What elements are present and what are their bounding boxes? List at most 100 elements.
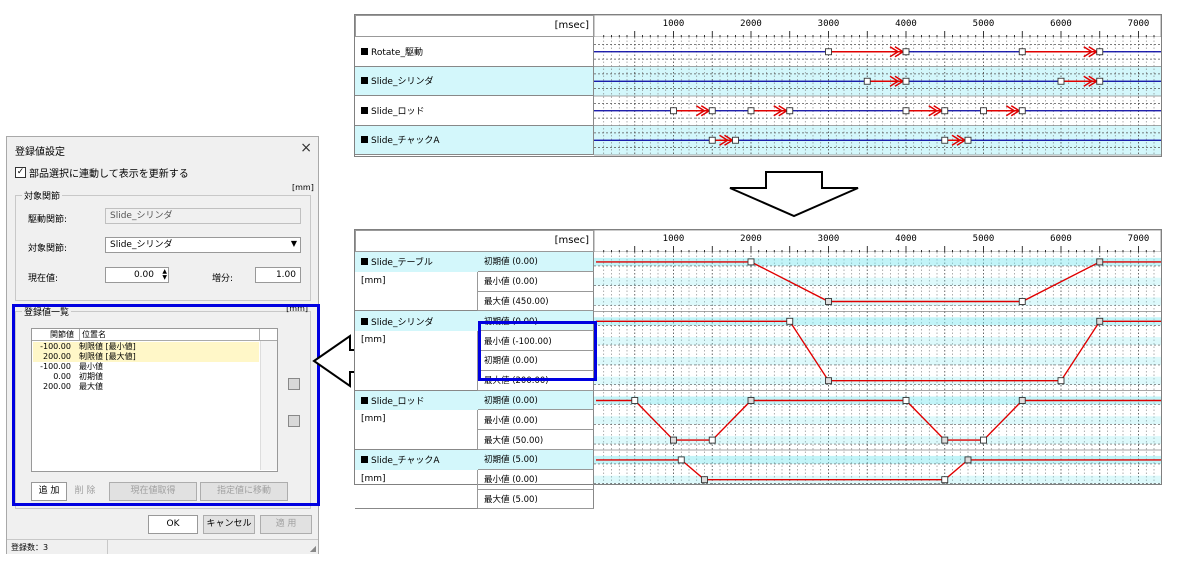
keyframe-handle[interactable] bbox=[1057, 77, 1065, 85]
step-field[interactable]: 1.00 bbox=[255, 267, 301, 283]
keyframe-handle[interactable] bbox=[902, 48, 910, 56]
value-profile-line bbox=[596, 320, 1161, 382]
keyframe-handle[interactable] bbox=[941, 436, 949, 444]
keyframe-handle[interactable] bbox=[631, 397, 639, 404]
current-value-stepper[interactable]: 0.00 ▲ ▼ bbox=[105, 267, 169, 283]
keyframe-handle[interactable] bbox=[902, 397, 910, 404]
keyframe-handle[interactable] bbox=[747, 397, 755, 404]
keyframe-handle[interactable] bbox=[747, 258, 755, 266]
list-item[interactable]: -100.00 最小値 bbox=[33, 362, 259, 372]
time-tick-label: 3000 bbox=[818, 19, 840, 29]
keyframe-handle[interactable] bbox=[701, 476, 708, 484]
keyframe-handle[interactable] bbox=[1018, 298, 1026, 305]
time-tick-label: 1000 bbox=[663, 234, 685, 244]
cancel-button[interactable]: キャンセル bbox=[203, 515, 255, 534]
keyframe-handle[interactable] bbox=[670, 107, 677, 115]
move-down-button[interactable] bbox=[288, 415, 300, 427]
keyframe-handle[interactable] bbox=[941, 136, 949, 144]
keyframe-handle[interactable] bbox=[902, 107, 910, 115]
keyframe-handle[interactable] bbox=[708, 107, 716, 115]
list-item[interactable]: 200.00 制限値 [最大値] bbox=[33, 352, 259, 362]
keyframe-handle[interactable] bbox=[825, 48, 832, 56]
delete-button[interactable]: 削 除 bbox=[68, 482, 102, 501]
keyframe-handle[interactable] bbox=[1018, 397, 1026, 404]
move-up-button[interactable] bbox=[288, 378, 300, 390]
top-timeline[interactable]: 1000 2000 3000 4000 5000 6000 7000 bbox=[594, 15, 1161, 156]
keyframe-handle[interactable] bbox=[1096, 258, 1104, 266]
add-button[interactable]: 追 加 bbox=[31, 482, 67, 501]
target-joint-value: Slide_シリンダ bbox=[110, 240, 173, 250]
top-row-label[interactable]: Slide_ロッド bbox=[355, 96, 594, 126]
chevron-down-icon[interactable]: ▼ bbox=[290, 239, 297, 248]
keyframe-handle[interactable] bbox=[732, 136, 739, 144]
list-item[interactable]: -100.00 制限値 [最小値] bbox=[33, 342, 259, 352]
col-position-name: 位置名 bbox=[79, 329, 106, 340]
drive-joint-field: Slide_シリンダ bbox=[105, 208, 301, 224]
bottom-timeline[interactable]: 1000 2000 3000 4000 5000 6000 7000 bbox=[594, 230, 1161, 484]
time-tick-label: 7000 bbox=[1128, 19, 1150, 29]
bottom-part-label[interactable]: Slide_テーブル [mm] bbox=[355, 252, 478, 312]
keyframe-handle[interactable] bbox=[825, 298, 832, 305]
motion-arrow bbox=[889, 75, 900, 87]
keyframe-handle[interactable] bbox=[1096, 317, 1104, 325]
registered-value-list[interactable]: 関節値 位置名 -100.00 制限値 [最小値] 200.00 制限値 [最大値] -… bbox=[31, 328, 278, 472]
keyframe-handle[interactable] bbox=[708, 436, 716, 444]
sync-checkbox-row[interactable]: ✓ 部品選択に連動して表示を更新する bbox=[15, 165, 189, 180]
keyframe-handle[interactable] bbox=[941, 476, 949, 484]
value-profile-line bbox=[596, 459, 1161, 481]
bottom-part-label[interactable]: Slide_チャックA [mm] bbox=[355, 450, 478, 510]
keyframe-handle[interactable] bbox=[708, 136, 716, 144]
keyframe-handle[interactable] bbox=[677, 456, 685, 464]
value-level-label: 最小値 (0.00) bbox=[478, 271, 594, 292]
list-item[interactable]: 0.00 初期値 bbox=[33, 372, 259, 382]
keyframe-handle[interactable] bbox=[1096, 48, 1104, 56]
list-scrollbar[interactable] bbox=[260, 341, 277, 470]
keyframe-handle[interactable] bbox=[786, 107, 794, 115]
top-row-label[interactable]: Rotate_駆動 bbox=[355, 37, 594, 67]
keyframe-handle[interactable] bbox=[786, 317, 794, 325]
col-joint-value: 関節値 bbox=[50, 330, 74, 339]
keyframe-handle[interactable] bbox=[980, 107, 987, 115]
list-group-title: 登録値一覧 bbox=[22, 305, 72, 318]
close-icon[interactable]: × bbox=[300, 140, 312, 156]
keyframe-handle[interactable] bbox=[863, 77, 871, 85]
keyframe-handle[interactable] bbox=[964, 136, 972, 144]
time-tick-label: 2000 bbox=[740, 234, 762, 244]
checkbox-icon[interactable]: ✓ bbox=[15, 167, 26, 178]
motion-arrow bbox=[1083, 75, 1094, 87]
keyframe-handle[interactable] bbox=[1057, 377, 1065, 385]
keyframe-handle[interactable] bbox=[1018, 107, 1026, 115]
part-square-icon bbox=[361, 106, 368, 114]
motion-arrow bbox=[1005, 105, 1016, 117]
part-unit: [mm] bbox=[361, 275, 386, 286]
keyframe-handle[interactable] bbox=[964, 456, 972, 464]
target-joint-select[interactable]: Slide_シリンダ ▼ bbox=[105, 237, 301, 253]
resize-grip-icon[interactable]: ◢ bbox=[309, 544, 316, 553]
move-to-value-button[interactable]: 指定値に移動 bbox=[200, 482, 288, 501]
position-name: 最小値 bbox=[79, 362, 103, 371]
bottom-part-label[interactable]: Slide_シリンダ [mm] bbox=[355, 311, 478, 391]
keyframe-handle[interactable] bbox=[902, 77, 910, 85]
value-level-label: 最大値 (5.00) bbox=[478, 489, 594, 510]
keyframe-handle[interactable] bbox=[1096, 77, 1104, 85]
list-item[interactable]: 200.00 最大値 bbox=[33, 382, 259, 392]
keyframe-handle[interactable] bbox=[747, 107, 755, 115]
target-group-title: 対象関節 bbox=[22, 189, 63, 202]
top-row-label[interactable]: Slide_シリンダ bbox=[355, 66, 594, 96]
spin-icon[interactable]: ▲ ▼ bbox=[162, 268, 167, 281]
value-level-label: 最大値 (50.00) bbox=[478, 430, 594, 450]
keyframe-handle[interactable] bbox=[825, 377, 832, 385]
keyframe-handle[interactable] bbox=[980, 436, 987, 444]
joint-value: 0.00 bbox=[53, 372, 71, 381]
time-tick-label: 6000 bbox=[1050, 19, 1072, 29]
ok-button[interactable]: OK bbox=[148, 515, 198, 534]
keyframe-handle[interactable] bbox=[1018, 48, 1026, 56]
keyframe-handle[interactable] bbox=[670, 436, 677, 444]
apply-button[interactable]: 適 用 bbox=[260, 515, 312, 534]
get-current-button[interactable]: 現在値取得 bbox=[109, 482, 197, 501]
time-tick-label: 6000 bbox=[1050, 234, 1072, 244]
sync-checkbox-label: 部品選択に連動して表示を更新する bbox=[29, 169, 189, 180]
keyframe-handle[interactable] bbox=[941, 107, 949, 115]
bottom-part-label[interactable]: Slide_ロッド [mm] bbox=[355, 390, 478, 450]
top-row-label[interactable]: Slide_チャックA bbox=[355, 125, 594, 155]
